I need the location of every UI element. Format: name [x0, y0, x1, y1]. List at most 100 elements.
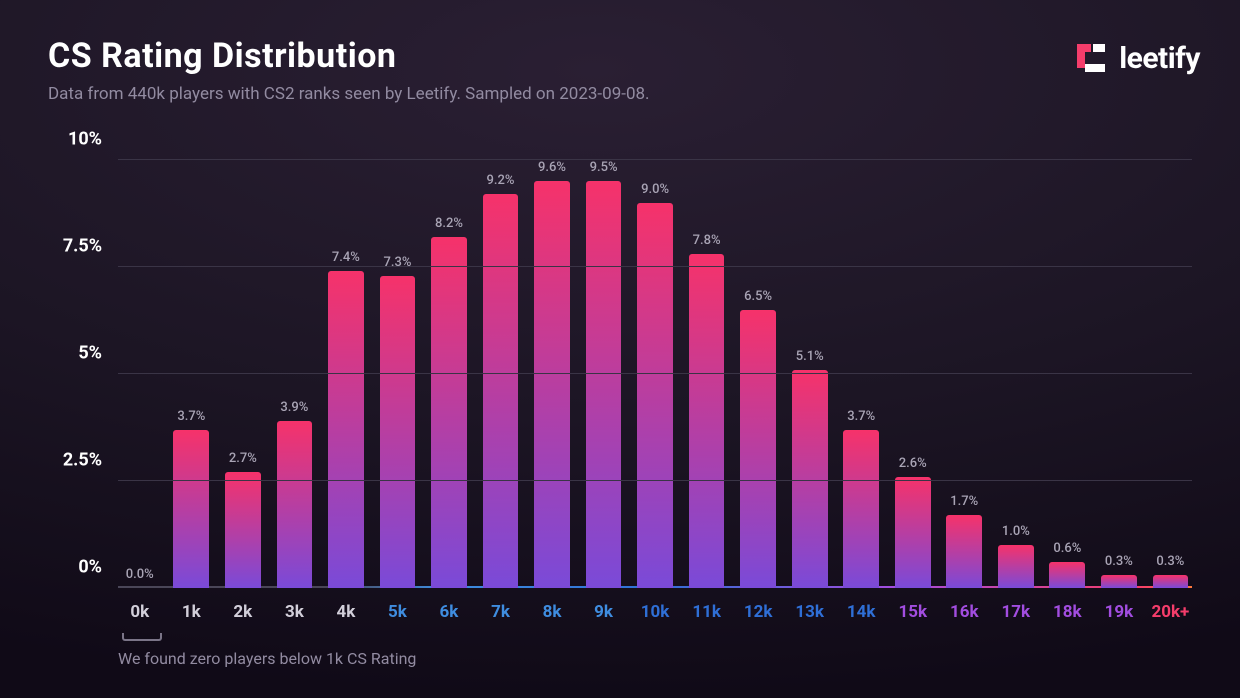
x-tick: 0k: [118, 592, 162, 628]
brand-logo: leetify: [1073, 40, 1200, 76]
x-tick: 3k: [273, 592, 317, 628]
plot-area: 0.0% 3.7% 2.7% 3.9% 7.4% 7.3% 8.2% 9.2% 9.6% 9.5%…: [118, 160, 1192, 588]
bar-col: 0.0%: [118, 160, 162, 588]
bar-col: 8.2%: [427, 160, 471, 588]
bar: [740, 310, 776, 588]
bar-value-label: 0.0%: [126, 567, 154, 582]
bar-col: 2.6%: [891, 160, 935, 588]
bar-value-label: 7.3%: [383, 255, 411, 270]
bar-value-label: 0.6%: [1053, 541, 1081, 556]
chart-area: 0%2.5%5%7.5%10% 0.0%3.7%2.7%3.9%7.4%7.3%…: [48, 160, 1192, 628]
bar-value-label: 0.3%: [1156, 554, 1184, 569]
bar-value-label: 2.7%: [229, 451, 257, 466]
y-tick: 10%: [48, 129, 102, 150]
x-axis: 0k1k2k3k4k5k6k7k8k9k10k11k12k13k14k15k16…: [118, 592, 1192, 628]
x-tick: 6k: [427, 592, 471, 628]
bar-value-label: 2.6%: [899, 456, 927, 471]
y-tick: 0%: [48, 557, 102, 578]
bar-col: 0.6%: [1046, 160, 1090, 588]
bar-value-label: 0.3%: [1105, 554, 1133, 569]
bar-col: 3.7%: [170, 160, 214, 588]
grid-line: [118, 480, 1192, 481]
bar: [173, 430, 209, 588]
y-tick: 2.5%: [48, 450, 102, 471]
bar: [998, 545, 1034, 588]
x-tick: 20k+: [1149, 592, 1193, 628]
bar-value-label: 8.2%: [435, 216, 463, 231]
footnote-text: We found zero players below 1k CS Rating: [118, 649, 416, 668]
bar-col: 1.7%: [943, 160, 987, 588]
y-axis: 0%2.5%5%7.5%10%: [48, 160, 108, 588]
bar: [792, 370, 828, 588]
bar: [380, 276, 416, 588]
bar: [483, 194, 519, 588]
bar-col: 9.5%: [582, 160, 626, 588]
x-tick: 8k: [530, 592, 574, 628]
x-tick: 12k: [736, 592, 780, 628]
header-text: CS Rating Distribution Data from 440k pl…: [48, 36, 650, 104]
bar-col: 5.1%: [788, 160, 832, 588]
bar-value-label: 5.1%: [796, 349, 824, 364]
bar-col: 3.7%: [839, 160, 883, 588]
bar: [431, 237, 467, 588]
bar-col: 3.9%: [273, 160, 317, 588]
brand-name: leetify: [1119, 41, 1200, 76]
x-tick: 10k: [633, 592, 677, 628]
bar: [946, 515, 982, 588]
header: CS Rating Distribution Data from 440k pl…: [48, 36, 1200, 104]
footnote-wrap: We found zero players below 1k CS Rating: [118, 633, 416, 668]
grid-line: [118, 373, 1192, 374]
bar-value-label: 9.6%: [538, 160, 566, 175]
bar-value-label: 3.9%: [280, 400, 308, 415]
bar: [843, 430, 879, 588]
bar-value-label: 9.5%: [590, 160, 618, 175]
bar-col: 1.0%: [994, 160, 1038, 588]
x-tick: 13k: [788, 592, 832, 628]
bar-col: 2.7%: [221, 160, 265, 588]
bar: [277, 421, 313, 588]
x-tick: 7k: [479, 592, 523, 628]
bar-value-label: 1.7%: [950, 494, 978, 509]
x-tick: 9k: [582, 592, 626, 628]
x-tick: 11k: [685, 592, 729, 628]
leetify-mark-icon: [1073, 40, 1109, 76]
bar-col: 7.4%: [324, 160, 368, 588]
bar-col: 0.3%: [1097, 160, 1141, 588]
x-tick: 19k: [1097, 592, 1141, 628]
x-tick: 4k: [324, 592, 368, 628]
bar-col: 7.3%: [376, 160, 420, 588]
bar: [534, 181, 570, 588]
x-tick: 16k: [943, 592, 987, 628]
bar-value-label: 1.0%: [1002, 524, 1030, 539]
bar-col: 7.8%: [685, 160, 729, 588]
bar-value-label: 9.2%: [487, 173, 515, 188]
bar-col: 9.6%: [530, 160, 574, 588]
x-tick: 2k: [221, 592, 265, 628]
bar-value-label: 7.4%: [332, 250, 360, 265]
x-tick: 5k: [376, 592, 420, 628]
x-tick: 14k: [839, 592, 883, 628]
y-tick: 7.5%: [48, 236, 102, 257]
bar-value-label: 6.5%: [744, 289, 772, 304]
bar-value-label: 3.7%: [177, 409, 205, 424]
x-tick: 15k: [891, 592, 935, 628]
bar: [225, 472, 261, 588]
bar: [689, 254, 725, 588]
bars-container: 0.0% 3.7% 2.7% 3.9% 7.4% 7.3% 8.2% 9.2% 9.6% 9.5%…: [118, 160, 1192, 588]
bar: [586, 181, 622, 588]
bar-value-label: 3.7%: [847, 409, 875, 424]
bar-col: 6.5%: [736, 160, 780, 588]
x-tick: 18k: [1046, 592, 1090, 628]
bar-col: 9.0%: [633, 160, 677, 588]
footnote-bracket-icon: [122, 633, 162, 641]
grid-line: [118, 159, 1192, 160]
grid-line: [118, 266, 1192, 267]
y-tick: 5%: [48, 343, 102, 364]
bar-value-label: 9.0%: [641, 182, 669, 197]
bar-col: 0.3%: [1149, 160, 1193, 588]
x-tick: 17k: [994, 592, 1038, 628]
page-subtitle: Data from 440k players with CS2 ranks se…: [48, 84, 650, 104]
bar-value-label: 7.8%: [693, 233, 721, 248]
bar: [328, 271, 364, 588]
bar: [1049, 562, 1085, 588]
